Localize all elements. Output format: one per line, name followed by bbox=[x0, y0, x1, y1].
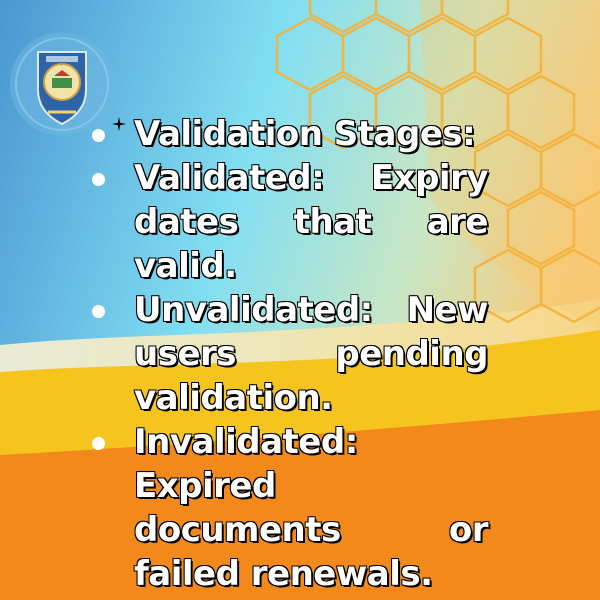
list-item: Validation Stages: bbox=[88, 112, 488, 156]
list-item-text: Unvalidated: New users pending validatio… bbox=[133, 289, 489, 418]
list-item: Invalidated: Expired documents or failed… bbox=[88, 420, 489, 596]
list-item: Validated: Expiry dates that are valid. bbox=[88, 156, 489, 288]
honeycomb-pattern bbox=[275, 0, 600, 324]
bullet-list: Validation Stages: Validated: Expiry dat… bbox=[88, 112, 489, 596]
bullet-dot-icon bbox=[92, 305, 105, 318]
bullet-dot-icon bbox=[92, 129, 105, 142]
sparkle-icon bbox=[112, 117, 126, 131]
bullet-dot-icon bbox=[92, 173, 105, 186]
list-item-text: Validation Stages: bbox=[133, 113, 476, 154]
list-item-text: Invalidated: Expired documents or failed… bbox=[133, 421, 489, 594]
list-item: Unvalidated: New users pending validatio… bbox=[88, 288, 489, 420]
institution-crest-icon bbox=[8, 30, 116, 138]
bullet-dot-icon bbox=[92, 437, 105, 450]
list-item-text: Validated: Expiry dates that are valid. bbox=[133, 157, 489, 286]
